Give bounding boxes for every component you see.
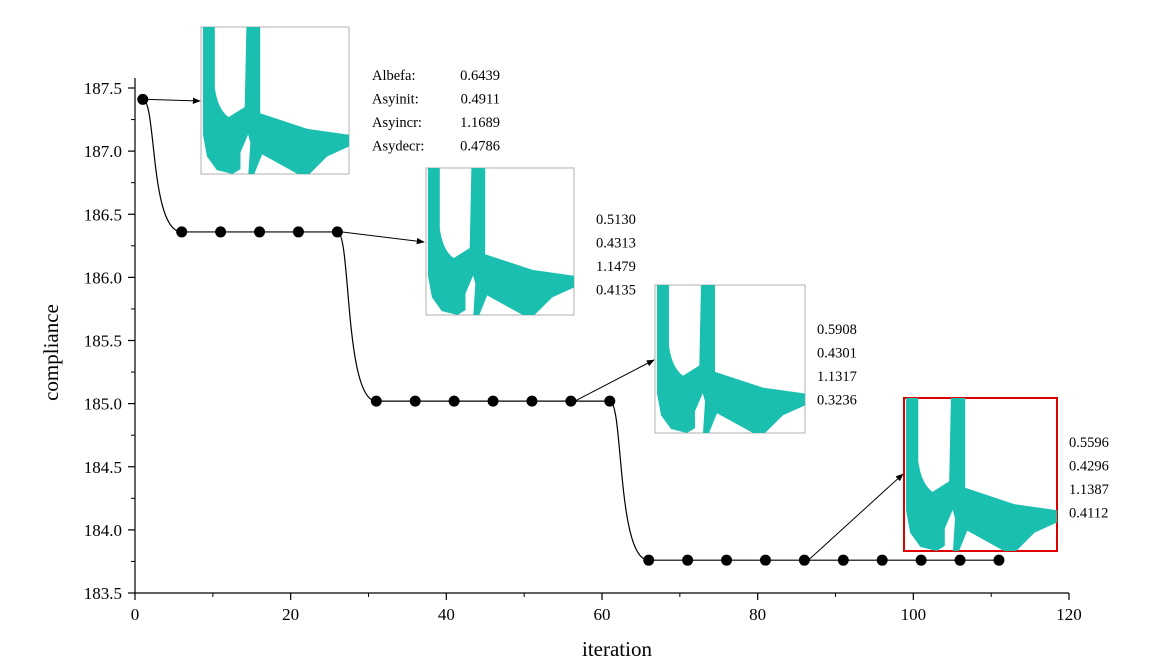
data-point [331, 226, 343, 238]
y-tick-label: 186.5 [84, 205, 122, 224]
param-label: Asydecr: [372, 139, 424, 155]
x-tick-label: 0 [131, 605, 140, 624]
param-value: 1.1479 [596, 259, 636, 275]
param-value: 1.1689 [460, 115, 500, 131]
data-point [409, 395, 421, 407]
param-value: 0.4135 [596, 283, 636, 299]
data-point [137, 93, 149, 105]
param-label: Albefa: [372, 68, 415, 84]
data-point [448, 395, 460, 407]
param-value: 0.3236 [817, 393, 857, 409]
data-point [682, 554, 694, 566]
y-tick-label: 187.0 [84, 142, 122, 161]
data-point [643, 554, 655, 566]
param-value: 0.4112 [1069, 506, 1108, 522]
series-line [137, 93, 1005, 566]
data-point [526, 395, 538, 407]
param-value: 0.5596 [1069, 435, 1109, 451]
param-value: 0.4296 [1069, 459, 1109, 475]
x-tick-label: 60 [594, 605, 611, 624]
data-point [565, 395, 577, 407]
data-point [487, 395, 499, 407]
data-point [604, 395, 616, 407]
data-point [993, 554, 1005, 566]
axes: 0 20 40 60 80 100 120 183.5 184.0 184.5 185.0 185.5… [39, 78, 1082, 661]
topology-inset [654, 284, 806, 434]
param-value: 0.6439 [460, 68, 500, 84]
parameter-annotations: Albefa: 0.6439 Asyinit: 0.4911 Asyincr: 1.168… [146, 68, 1109, 561]
y-tick-label: 185.0 [84, 395, 122, 414]
series-path [142, 98, 999, 561]
annotation-arrow [808, 473, 904, 561]
y-axis-label: compliance [39, 304, 63, 401]
param-value: 0.4313 [596, 236, 636, 252]
param-value: 0.4911 [461, 92, 500, 108]
data-point [721, 554, 733, 566]
x-tick-label: 20 [282, 605, 299, 624]
data-point [292, 226, 304, 238]
data-point [176, 226, 188, 238]
param-value: 1.1387 [1069, 482, 1109, 498]
y-tick-label: 187.5 [84, 79, 122, 98]
param-label: Asyinit: [372, 92, 419, 108]
x-tick-label: 40 [438, 605, 455, 624]
param-value: 0.5130 [596, 212, 636, 228]
param-label: Asyincr: [372, 115, 422, 131]
x-axis-label: iteration [582, 637, 652, 661]
y-tick-label: 183.5 [84, 584, 122, 603]
y-tick-label: 186.0 [84, 268, 122, 287]
data-point [915, 554, 927, 566]
y-tick-label: 184.0 [84, 521, 122, 540]
data-point [798, 554, 810, 566]
topology-inset [903, 397, 1058, 552]
y-tick-label: 184.5 [84, 458, 122, 477]
topology-inset [200, 26, 350, 175]
param-value: 0.5908 [817, 322, 857, 338]
x-tick-label: 100 [901, 605, 927, 624]
annotation-arrow [146, 97, 201, 104]
annotation-arrow [341, 231, 425, 245]
annotation-arrow [574, 359, 655, 402]
data-point [215, 226, 227, 238]
x-tick-label: 120 [1056, 605, 1082, 624]
x-tick-label: 80 [749, 605, 766, 624]
topology-insets [200, 26, 1058, 552]
data-point [876, 554, 888, 566]
data-point [254, 226, 266, 238]
data-point [370, 395, 382, 407]
param-value: 0.4301 [817, 346, 857, 362]
param-value: 1.1317 [817, 369, 857, 385]
y-tick-label: 185.5 [84, 332, 122, 351]
data-point [759, 554, 771, 566]
data-point [954, 554, 966, 566]
topology-inset [425, 167, 575, 316]
data-point [837, 554, 849, 566]
param-value: 0.4786 [460, 139, 500, 155]
